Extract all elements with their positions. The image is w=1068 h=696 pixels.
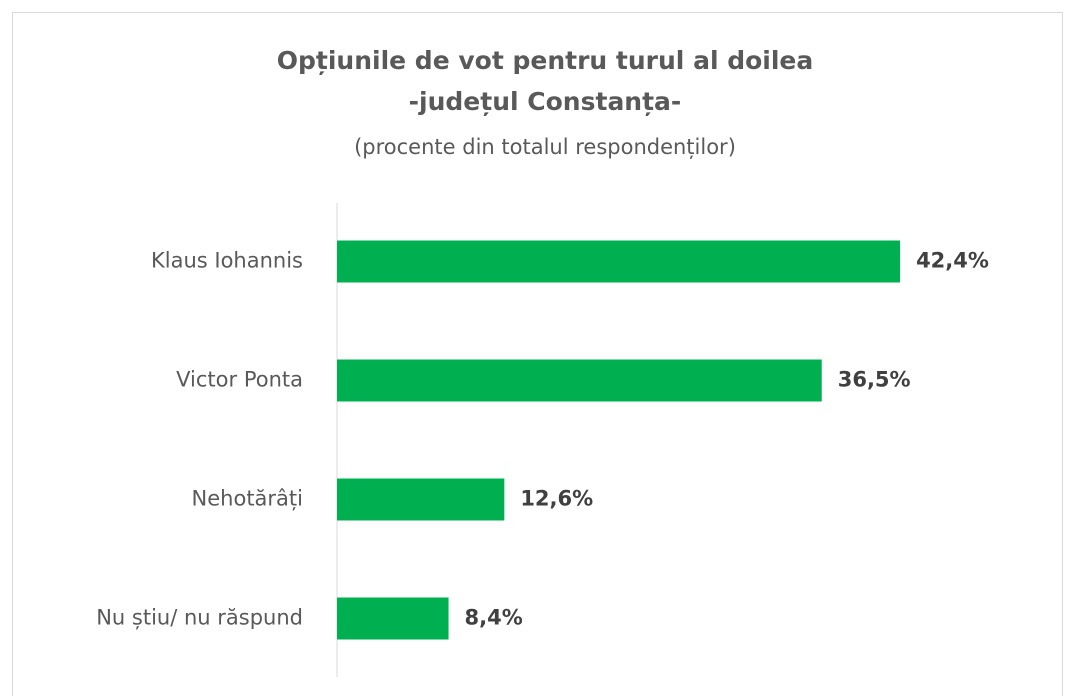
chart-frame — [12, 12, 1063, 696]
bar — [337, 359, 822, 402]
chart-title: Opțiunile de vot pentru turul al doilea — [277, 46, 814, 75]
bar — [337, 478, 505, 521]
value-label: 8,4% — [465, 606, 523, 630]
chart-title: -județul Constanța- — [409, 87, 682, 116]
chart-subtitle: (procente din totalul respondenților) — [354, 135, 736, 159]
value-label: 42,4% — [916, 249, 989, 273]
value-label: 12,6% — [520, 487, 593, 511]
value-label: 36,5% — [838, 368, 911, 392]
category-label: Nu știu/ nu răspund — [96, 606, 303, 630]
category-label: Klaus Iohannis — [151, 249, 303, 273]
category-label: Victor Ponta — [176, 368, 303, 392]
category-label: Nehotărâți — [192, 487, 303, 511]
bar — [337, 597, 449, 640]
bar — [337, 240, 901, 283]
